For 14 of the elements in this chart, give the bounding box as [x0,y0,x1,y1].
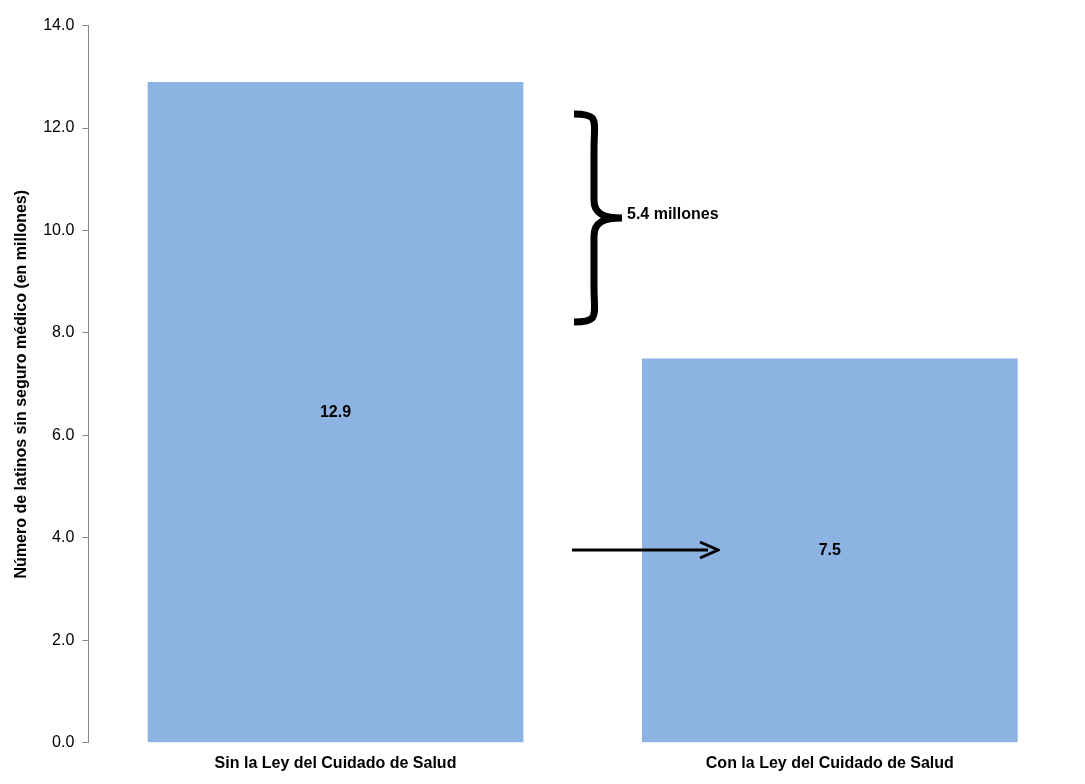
y-tick-label: 14.0 [43,16,75,34]
x-tick-label: Con la Ley del Cuidado de Salud [705,753,954,771]
y-tick-label: 4.0 [52,528,75,546]
y-tick-label: 6.0 [52,425,75,443]
annotation: 5.4 millones [627,205,719,223]
y-tick-label: 10.0 [43,220,75,238]
y-tick-label: 0.0 [52,733,75,751]
y-axis-title: Número de latinos sin seguro médico (en millones) [12,189,30,579]
data-label: 12.9 [319,402,352,420]
x-tick-label: Sin la Ley del Cuidado de Salud [214,753,457,771]
data-label: 7.5 [818,540,842,558]
y-tick-label: 12.0 [43,118,75,136]
y-tick-label: 2.0 [52,630,75,648]
y-tick-label: 8.0 [52,323,75,341]
